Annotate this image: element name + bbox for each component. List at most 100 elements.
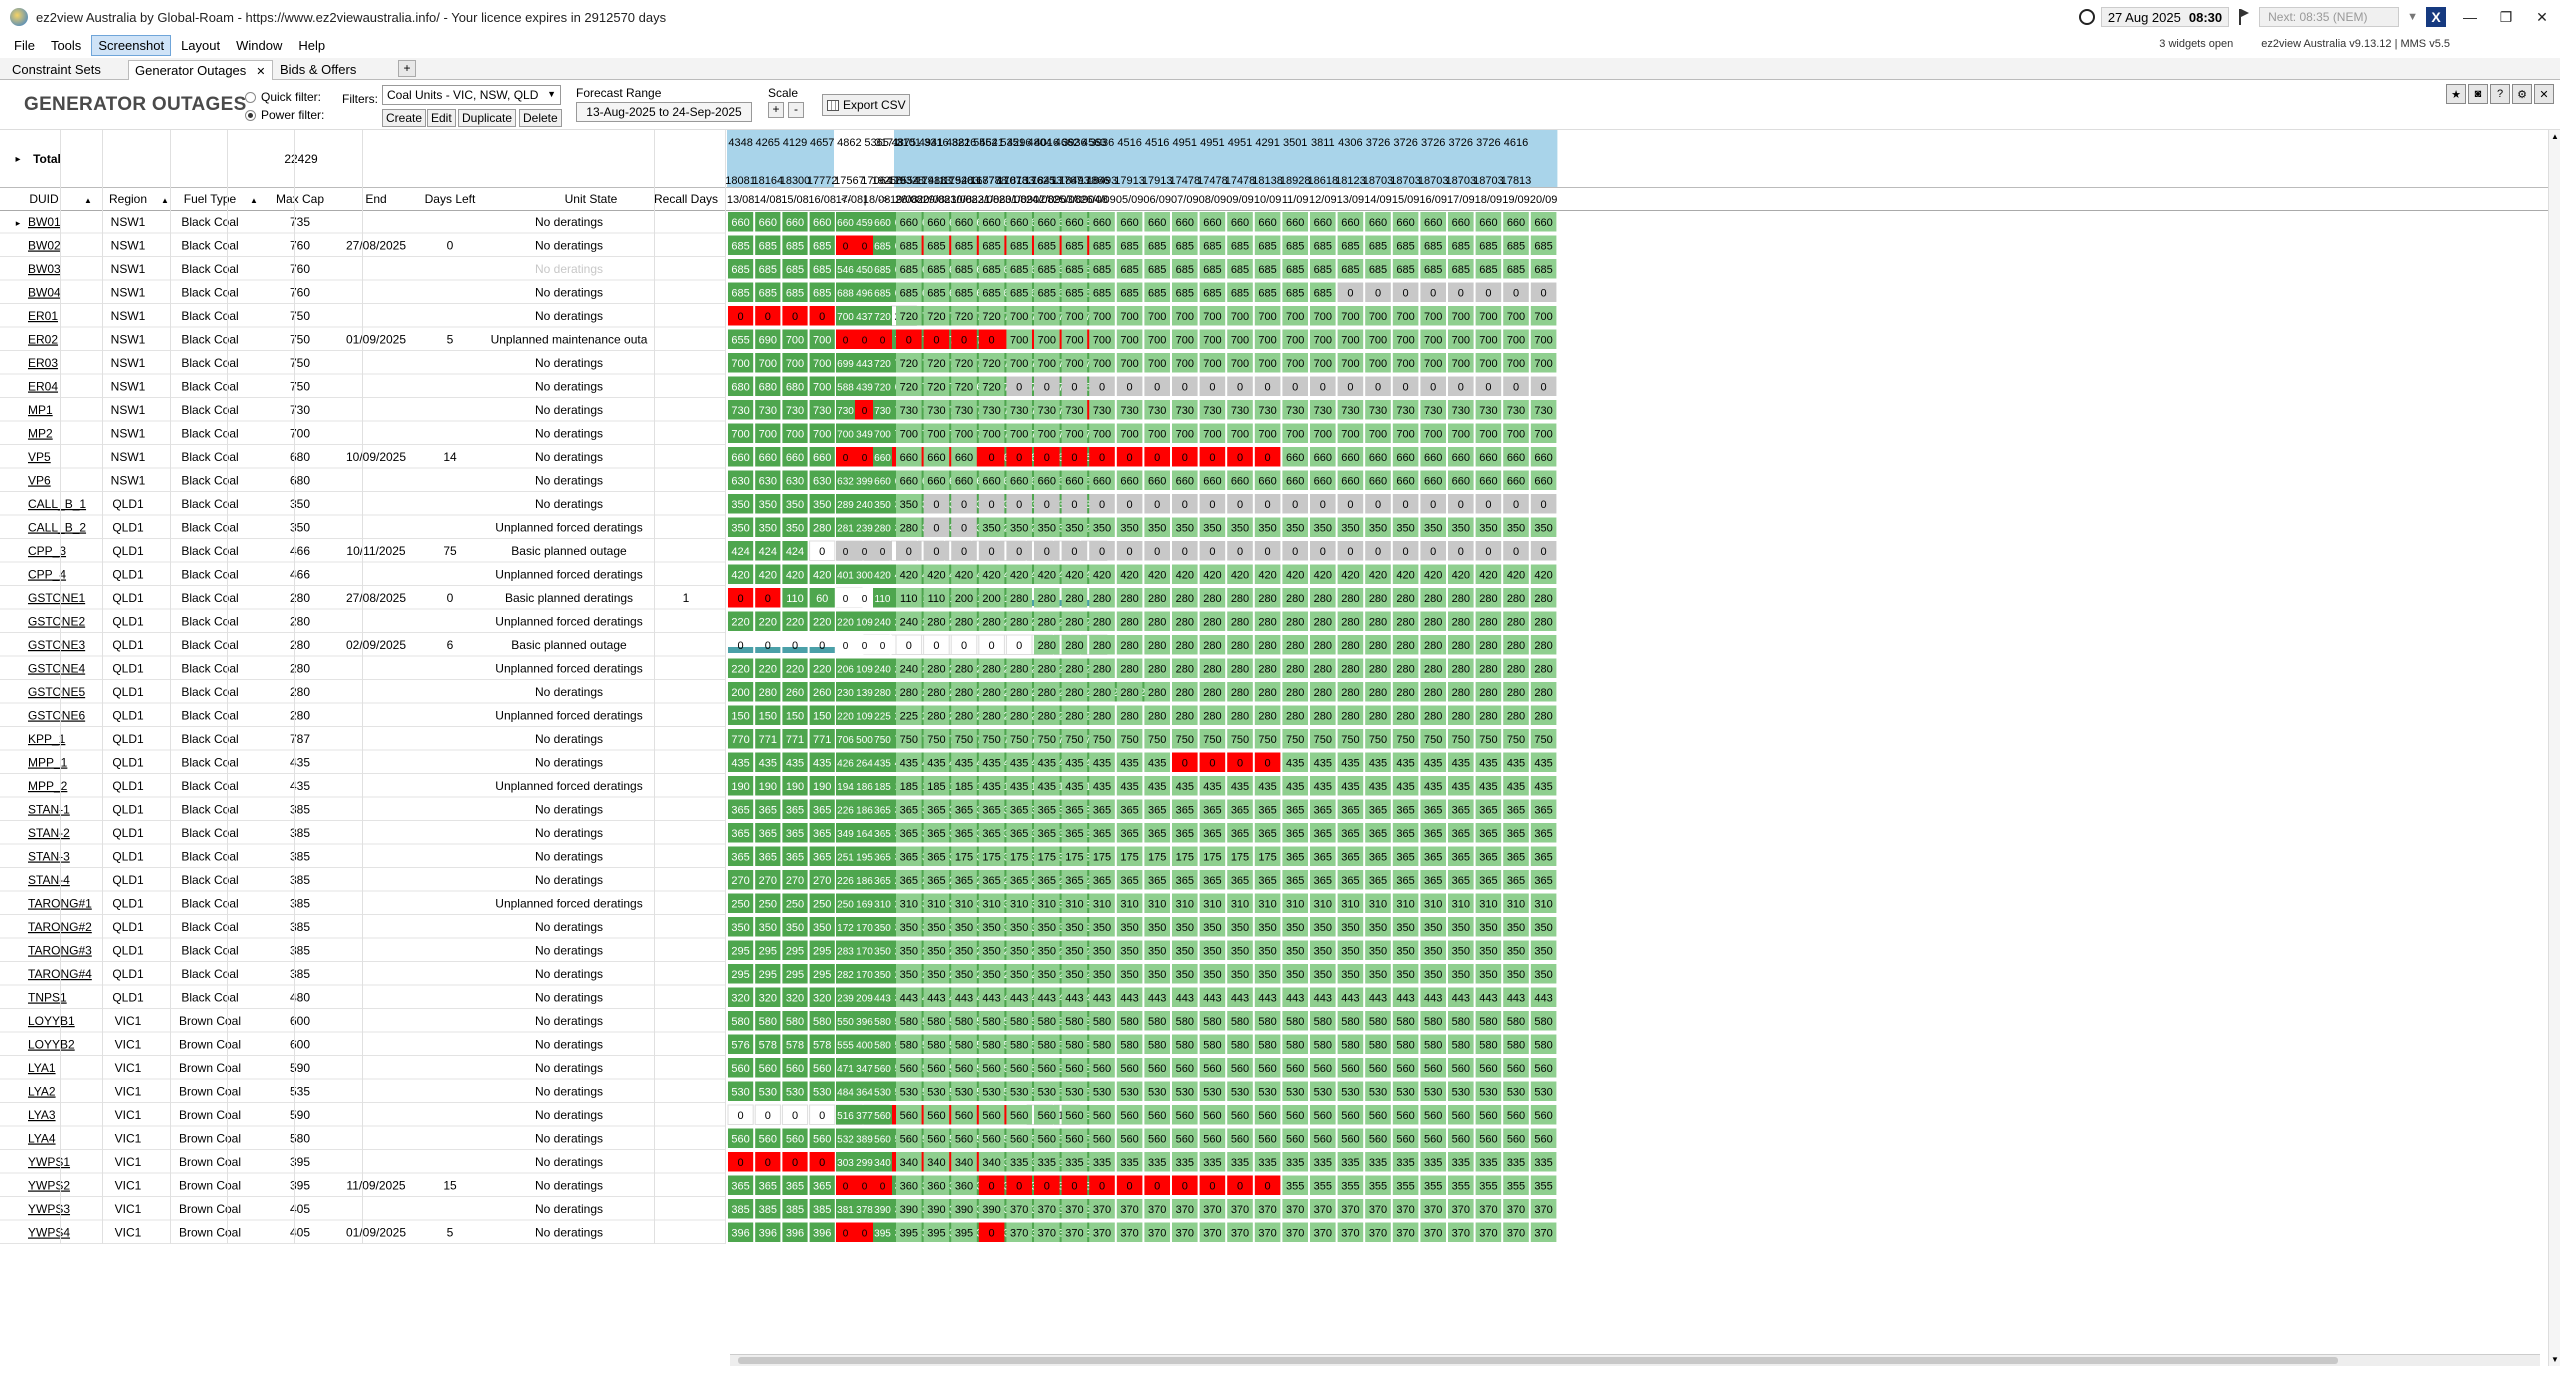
date-column-header[interactable]: 02/09 — [1033, 194, 1061, 206]
outage-cell[interactable] — [1006, 235, 1032, 256]
outage-cell[interactable] — [1475, 235, 1502, 256]
outage-cell[interactable] — [1254, 235, 1281, 256]
forecast-range-field[interactable]: 13-Aug-2025 to 24-Sep-2025 — [576, 102, 752, 122]
outage-cell[interactable] — [978, 306, 1005, 326]
outage-cell[interactable] — [755, 329, 781, 350]
outage-cell[interactable] — [1116, 282, 1143, 303]
outage-cell[interactable] — [1199, 306, 1226, 326]
outage-cell[interactable] — [1172, 329, 1198, 350]
outage-cell[interactable] — [809, 212, 835, 232]
export-csv-button[interactable]: Export CSV — [822, 94, 910, 116]
outage-cell[interactable] — [1310, 329, 1336, 350]
date-time-box[interactable]: 27 Aug 2025 08:30 — [2100, 7, 2230, 27]
duid-link[interactable]: ER04 — [28, 380, 58, 394]
duid-link[interactable]: TNPS1 — [28, 991, 67, 1005]
menu-layout[interactable]: Layout — [181, 37, 221, 53]
outage-cell[interactable] — [1144, 282, 1170, 303]
duid-link[interactable]: BW03 — [28, 262, 61, 276]
date-column-header[interactable]: 12/09 — [1309, 194, 1337, 206]
outage-cell[interactable] — [809, 235, 835, 256]
outage-cell[interactable] — [1475, 306, 1502, 326]
scale-increase-button[interactable]: + — [768, 102, 784, 118]
outage-cell[interactable] — [1199, 282, 1226, 303]
outage-cell[interactable] — [1282, 235, 1308, 256]
nav-cell[interactable] — [855, 329, 874, 350]
outage-cell[interactable] — [1254, 212, 1281, 232]
outage-cell[interactable] — [1420, 259, 1446, 279]
outage-cell[interactable] — [1116, 235, 1143, 256]
nav-cell[interactable] — [873, 259, 892, 279]
scroll-down-icon[interactable]: ▼ — [2551, 1355, 2559, 1364]
ez2view-logo-icon[interactable]: X — [2426, 7, 2446, 27]
outage-cell[interactable] — [1172, 306, 1198, 326]
outage-cell[interactable] — [1337, 235, 1364, 256]
outage-cell[interactable] — [1530, 329, 1557, 350]
outage-cell[interactable] — [1392, 235, 1419, 256]
outage-cell[interactable] — [1530, 306, 1557, 326]
duid-link[interactable]: BW02 — [28, 239, 61, 253]
duid-link[interactable]: STAN-1 — [28, 803, 70, 817]
outage-cell[interactable] — [1116, 212, 1143, 232]
outage-cell[interactable] — [1503, 329, 1529, 350]
minimize-button[interactable]: — — [2463, 9, 2477, 25]
outage-cell[interactable] — [1365, 329, 1391, 350]
outage-cell[interactable] — [1061, 259, 1088, 279]
vertical-scrollbar[interactable]: ▲ ▼ — [2548, 130, 2560, 1366]
outage-cell[interactable] — [1061, 235, 1088, 256]
outage-cell[interactable] — [1282, 329, 1308, 350]
delete-button[interactable]: Delete — [519, 109, 562, 127]
outage-cell[interactable] — [1365, 235, 1391, 256]
outage-cell[interactable] — [1061, 329, 1088, 350]
outage-cell[interactable] — [951, 329, 977, 350]
outage-cell[interactable] — [1420, 306, 1446, 326]
outage-cell[interactable] — [1337, 259, 1364, 279]
date-column-header[interactable]: 04/09 — [1088, 194, 1116, 206]
outage-cell[interactable] — [1061, 306, 1088, 326]
outage-cell[interactable] — [1530, 282, 1557, 303]
outage-cell[interactable] — [1475, 259, 1502, 279]
outage-cell[interactable] — [1116, 259, 1143, 279]
power-filter-option[interactable]: Power filter: — [245, 108, 324, 122]
outage-cell[interactable] — [1365, 259, 1391, 279]
nav-cell[interactable] — [873, 235, 892, 256]
outage-cell[interactable] — [1034, 212, 1060, 232]
outage-cell[interactable] — [1420, 282, 1446, 303]
outage-cell[interactable] — [978, 282, 1005, 303]
outage-cell[interactable] — [923, 329, 950, 350]
outage-cell[interactable] — [1503, 259, 1529, 279]
sort-icon[interactable]: ▲ — [250, 196, 258, 205]
outage-cell[interactable] — [755, 259, 781, 279]
date-column-header[interactable]: 01/09 — [1005, 194, 1033, 206]
outage-cell[interactable] — [1448, 259, 1474, 279]
outage-cell[interactable] — [1282, 212, 1308, 232]
outage-cell[interactable] — [1089, 259, 1115, 279]
outage-cell[interactable] — [1034, 235, 1060, 256]
date-column-header[interactable]: 23/08 — [999, 194, 1027, 206]
outage-cell[interactable] — [1503, 282, 1529, 303]
nav-cell[interactable] — [873, 306, 892, 326]
outage-cell[interactable] — [1310, 212, 1336, 232]
nav-cell[interactable] — [873, 212, 892, 232]
date-column-header[interactable]: 13/09 — [1337, 194, 1365, 206]
outage-cell[interactable] — [896, 282, 922, 303]
outage-cell[interactable] — [1172, 212, 1198, 232]
column-header[interactable]: Recall Days — [654, 192, 718, 206]
outage-cell[interactable] — [1089, 306, 1115, 326]
outage-cell[interactable] — [1503, 212, 1529, 232]
outage-cell[interactable] — [1310, 282, 1336, 303]
nav-control[interactable]: | — [864, 194, 867, 206]
scroll-thumb[interactable] — [738, 1357, 2338, 1364]
outage-cell[interactable] — [1448, 282, 1474, 303]
date-column-header[interactable]: 24/08 — [1026, 194, 1054, 206]
duid-link[interactable]: CALL_B_2 — [28, 521, 86, 535]
nav-cell[interactable] — [855, 282, 874, 303]
outage-cell[interactable] — [1006, 329, 1032, 350]
outage-cell[interactable] — [809, 282, 835, 303]
outage-cell[interactable] — [782, 259, 808, 279]
outage-cell[interactable] — [1448, 329, 1474, 350]
date-column-header[interactable]: 17/08 — [836, 194, 864, 206]
close-widget-icon[interactable]: ✕ — [2534, 84, 2554, 104]
outage-cell[interactable] — [1034, 306, 1060, 326]
radio-icon[interactable] — [245, 91, 256, 103]
nav-control[interactable]: <- — [841, 194, 851, 206]
